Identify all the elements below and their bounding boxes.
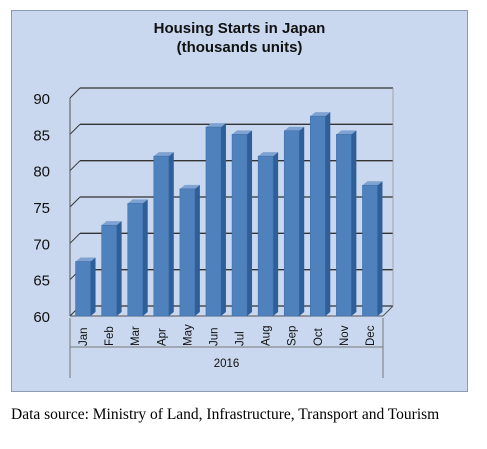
bar-side [351,130,357,316]
bar-side [168,152,174,316]
bar-top [336,130,357,135]
bar-top [258,152,279,157]
bar [336,134,352,317]
x-tick-label: Feb [104,326,116,346]
bar-side [142,199,148,316]
bar [257,155,274,317]
bar-side [220,123,226,316]
bar [205,126,222,317]
bar-side [90,257,96,316]
bar-top [284,126,305,131]
bar [101,224,117,317]
bar [179,188,196,317]
bar-top [232,130,253,135]
x-tick-label: Nov [339,325,351,346]
y-tick-label: 60 [33,309,50,326]
x-tick-label: May [182,324,194,346]
x-tick-label: Aug [261,326,273,346]
gridline-side [69,123,81,135]
floor-right-edge [382,305,394,317]
bar-side [299,126,305,316]
bar-side [247,130,253,316]
bar [75,261,91,317]
bar-side [377,181,383,316]
bar-top [310,112,331,117]
x-tick-label: Jul [235,331,247,346]
y-tick-label: 80 [33,164,50,181]
gridline-side [69,87,81,99]
bar [310,115,326,317]
bar [127,203,143,317]
bar-top [205,123,226,128]
bar [283,130,300,317]
x-tick-label: Oct [313,327,325,346]
x-tick-label: Apr [156,328,168,346]
chart-title-line-1: Housing Starts in Japan [153,20,326,37]
gridline-side [69,232,81,244]
bar [362,184,378,317]
x-tick-label: Dec [365,325,377,346]
bar-top [153,152,174,157]
category-group-label: 2016 [214,358,240,370]
bar-side [194,184,200,316]
chart-title-line-2: (thousands units) [176,39,303,56]
y-tick-label: 90 [33,91,50,108]
bar-top [362,181,383,186]
y-tick-label: 75 [33,200,50,217]
source-note: Data source: Ministry of Land, Infrastru… [11,406,440,423]
x-tick-label: Sep [287,326,299,346]
bar-side [325,112,331,317]
x-tick-label: Jan [78,327,90,346]
gridline-side [69,196,81,208]
x-tick-label: Mar [130,326,142,346]
bar-top [179,184,200,189]
bar-side [273,152,279,316]
y-tick-label: 70 [33,236,50,253]
y-tick-label: 85 [33,127,50,144]
bar-top [127,199,148,204]
bar-side [116,221,122,316]
x-tick-label: Jun [208,327,220,346]
chart-title: Housing Starts in Japan (thousands units… [11,19,468,57]
bar-top [101,221,122,226]
bar [153,155,170,317]
gridline-side [69,160,81,172]
bar [231,134,248,317]
bar-top [75,257,96,262]
y-tick-label: 65 [33,273,50,290]
